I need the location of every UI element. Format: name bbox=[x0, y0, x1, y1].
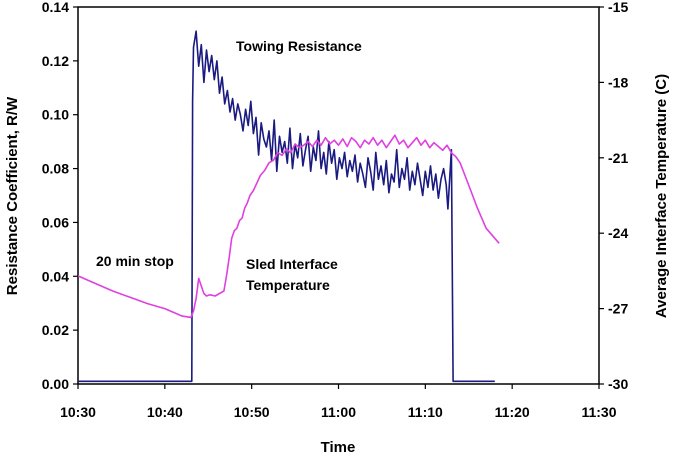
y2-tick-label: -24 bbox=[608, 225, 628, 241]
left-axis: 0.00 0.02 0.04 0.06 0.08 0.10 0.12 0.14 bbox=[42, 0, 78, 392]
y-tick-label: 0.12 bbox=[42, 53, 69, 69]
annotation-20-min-stop: 20 min stop bbox=[96, 253, 174, 269]
y2-tick-label: -15 bbox=[608, 0, 628, 15]
y-tick-label: 0.02 bbox=[42, 322, 69, 338]
plot-border bbox=[77, 6, 600, 385]
x-tick-label: 11:30 bbox=[581, 404, 616, 420]
right-axis: -30 -27 -24 -21 -18 -15 bbox=[599, 0, 628, 392]
y2-axis-label: Average Interface Temperature (C) bbox=[653, 74, 670, 318]
series-line-sled-interface-temperature bbox=[77, 134, 500, 319]
x-axis-label: Time bbox=[321, 439, 356, 456]
y-axis-label: Resistance Coefficient, R/W bbox=[4, 96, 21, 295]
y-tick-label: 0.06 bbox=[42, 214, 69, 230]
annotation-towing-resistance: Towing Resistance bbox=[236, 38, 362, 54]
bottom-axis: 10:30 10:40 10:50 11:00 11:10 11:20 11:30 bbox=[60, 384, 617, 420]
series-line-towing-resistance bbox=[78, 30, 495, 383]
x-tick-label: 11:20 bbox=[495, 404, 530, 420]
plot-area bbox=[77, 6, 600, 385]
y2-tick-label: -30 bbox=[608, 376, 628, 392]
y2-tick-label: -18 bbox=[608, 74, 628, 90]
y2-tick-label: -21 bbox=[608, 150, 628, 166]
y-tick-label: 0.10 bbox=[42, 107, 69, 123]
x-tick-label: 10:50 bbox=[234, 404, 270, 420]
annotation-sled-interface: Sled Interface bbox=[246, 256, 338, 272]
y-tick-label: 0.04 bbox=[42, 268, 69, 284]
x-tick-label: 10:40 bbox=[147, 404, 183, 420]
y-tick-label: 0.00 bbox=[42, 376, 69, 392]
y-tick-label: 0.08 bbox=[42, 161, 69, 177]
annotation-temperature: Temperature bbox=[246, 277, 330, 293]
series-layer bbox=[77, 30, 500, 383]
x-tick-label: 10:30 bbox=[60, 404, 96, 420]
y2-tick-label: -27 bbox=[608, 301, 628, 317]
x-tick-label: 11:10 bbox=[408, 404, 443, 420]
y-tick-label: 0.14 bbox=[42, 0, 69, 15]
x-tick-label: 11:00 bbox=[321, 404, 356, 420]
